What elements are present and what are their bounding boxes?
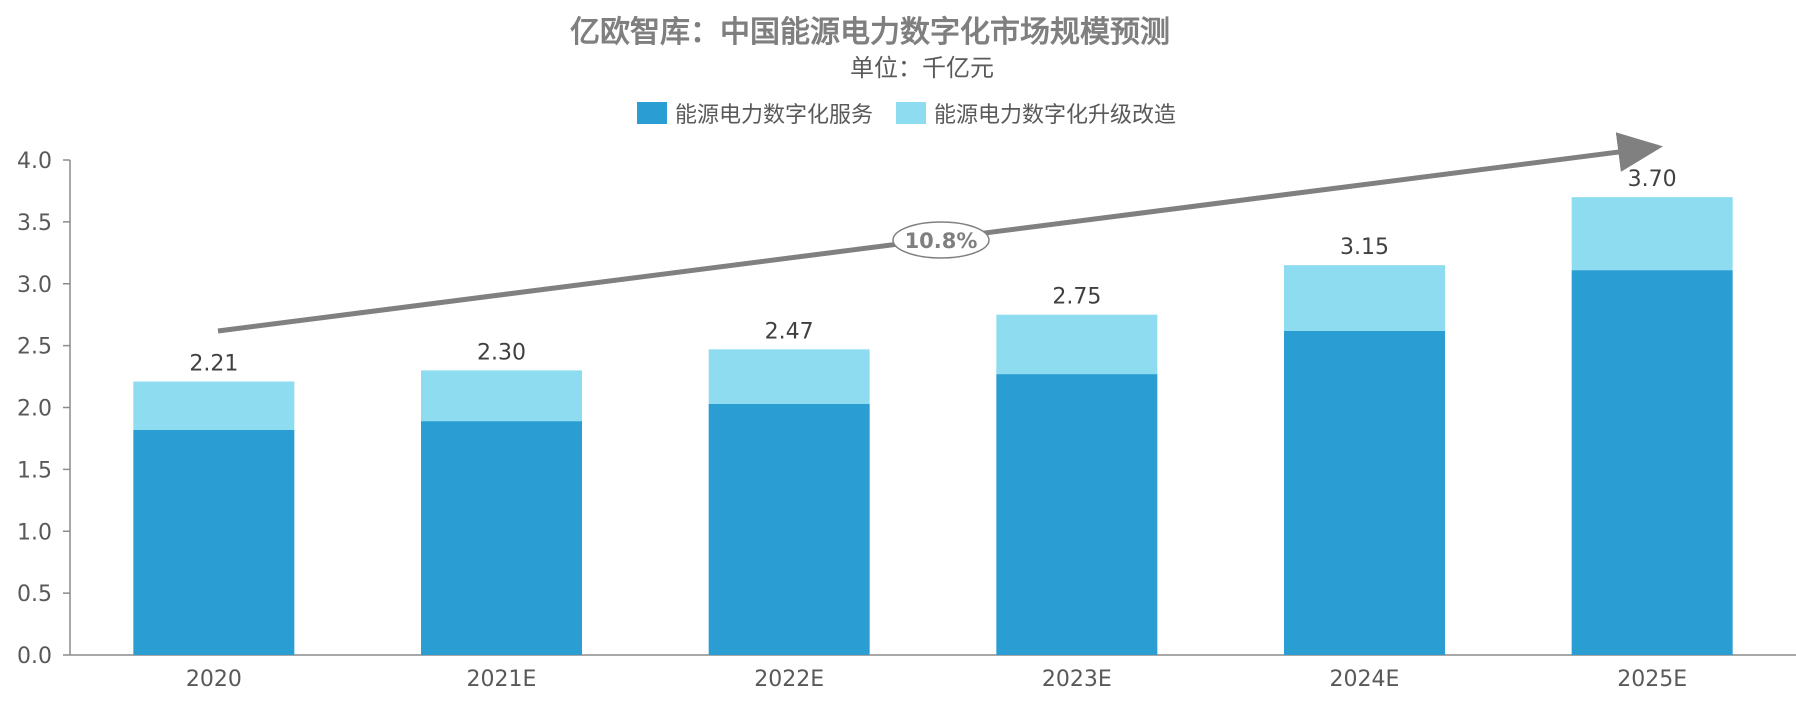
- bar-service: [708, 403, 870, 655]
- y-axis: 0.0 0.5 1.0 1.5 2.0 2.5 3.0 3.5 4.0: [17, 149, 71, 669]
- bar-service: [421, 421, 582, 655]
- bar-upgrade: [1571, 197, 1733, 271]
- y-tick-label: 2.0: [17, 397, 52, 422]
- cagr-label: 10.8%: [905, 229, 978, 253]
- x-tick-label: 2024E: [1330, 667, 1400, 692]
- x-tick-label: 2020: [186, 667, 242, 692]
- total-label: 3.70: [1628, 167, 1677, 192]
- bar-upgrade: [1284, 265, 1445, 331]
- y-tick-label: 1.0: [17, 520, 52, 545]
- legend-label-upgrade: 能源电力数字化升级改造: [934, 103, 1176, 128]
- x-tick-label: 2022E: [754, 667, 824, 692]
- bar-service: [1284, 330, 1445, 655]
- y-tick-label: 0.5: [17, 582, 52, 607]
- chart-title: 亿欧智库：中国能源电力数字化市场规模预测: [570, 15, 1170, 50]
- x-axis: 2020 2021E 2022E 2023E 2024E 2025E: [70, 654, 1796, 692]
- legend-label-service: 能源电力数字化服务: [675, 103, 873, 128]
- bar-service: [1571, 270, 1733, 655]
- y-tick-label: 3.5: [17, 211, 52, 236]
- total-label: 2.75: [1052, 285, 1101, 310]
- total-label: 2.47: [765, 319, 814, 344]
- y-tick-label: 0.0: [17, 644, 52, 669]
- total-label: 3.15: [1340, 235, 1389, 260]
- x-tick-label: 2023E: [1042, 667, 1112, 692]
- y-tick-label: 4.0: [17, 149, 52, 174]
- y-tick-label: 2.5: [17, 335, 52, 360]
- bars: [133, 197, 1733, 655]
- bar-service: [133, 429, 295, 655]
- cagr-bubble: [892, 221, 990, 259]
- legend-swatch-service: [637, 102, 667, 124]
- growth-annotation: 10.8%: [217, 132, 1663, 334]
- chart-subtitle: 单位：千亿元: [850, 54, 994, 82]
- x-tick-label: 2021E: [467, 667, 537, 692]
- total-labels: 2.21 2.30 2.47 2.75 3.15 3.70: [189, 167, 1676, 376]
- bar-service: [996, 374, 1158, 655]
- bar-upgrade: [133, 381, 295, 430]
- bar-upgrade: [996, 314, 1158, 375]
- bar-upgrade: [421, 370, 582, 422]
- x-tick-label: 2025E: [1617, 667, 1687, 692]
- y-tick-label: 1.5: [17, 458, 52, 483]
- total-label: 2.30: [477, 340, 526, 365]
- legend-swatch-upgrade: [896, 102, 926, 124]
- y-tick-label: 3.0: [17, 273, 52, 298]
- legend: 能源电力数字化服务 能源电力数字化升级改造: [637, 102, 1176, 128]
- total-label: 2.21: [189, 352, 238, 377]
- bar-upgrade: [708, 349, 870, 404]
